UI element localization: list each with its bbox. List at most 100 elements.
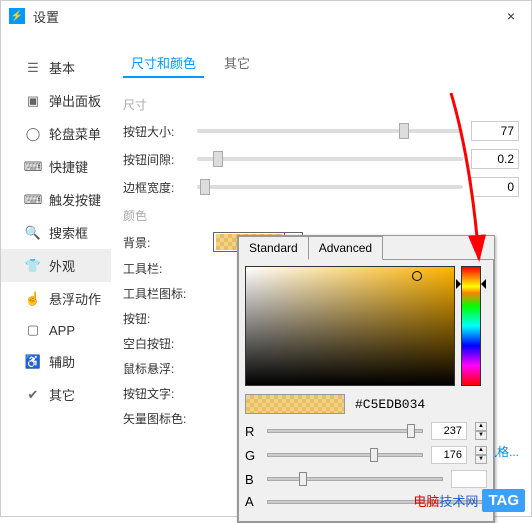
row-border-width: 边框宽度: <box>123 177 519 197</box>
color-picker-popup: Standard Advanced #C5EDB034 R ▲▼ G <box>237 235 495 523</box>
label-g: G <box>245 448 259 463</box>
label-button-size: 按钮大小: <box>123 123 189 140</box>
main-tabs: 尺寸和颜色 其它 <box>123 49 519 78</box>
hover-icon: ☝ <box>25 291 41 307</box>
sidebar-item-app[interactable]: ▢ APP <box>1 315 111 345</box>
rgb-row-r: R ▲▼ <box>245 422 487 440</box>
sidebar-item-label: 搜索框 <box>49 223 88 242</box>
tab-size-color[interactable]: 尺寸和颜色 <box>123 49 204 78</box>
section-color-title: 颜色 <box>123 207 519 224</box>
sidebar-item-basic[interactable]: ☰ 基本 <box>1 51 111 84</box>
row-button-gap: 按钮间隙: <box>123 149 519 169</box>
picker-body: #C5EDB034 R ▲▼ G ▲▼ B A <box>238 259 494 522</box>
search-icon: 🔍 <box>25 225 41 241</box>
slider-thumb[interactable] <box>299 472 307 486</box>
slider-button-gap[interactable] <box>197 157 463 161</box>
sidebar-item-hover[interactable]: ☝ 悬浮动作 <box>1 282 111 315</box>
watermark-tag: TAG <box>482 489 525 512</box>
basic-icon: ☰ <box>25 60 41 76</box>
sv-field[interactable] <box>245 266 455 386</box>
wheel-icon: ◯ <box>25 126 41 142</box>
picker-tabs: Standard Advanced <box>238 236 494 260</box>
sidebar-item-label: 外观 <box>49 256 75 275</box>
app-icon: ⚡ <box>9 8 25 24</box>
sidebar-item-appearance[interactable]: 👕 外观 <box>1 249 111 282</box>
window-title: 设置 <box>33 7 59 26</box>
preview-swatch <box>245 394 345 414</box>
sidebar-item-trigger[interactable]: ⌨ 触发按键 <box>1 183 111 216</box>
watermark-text: 电脑技术网 <box>413 491 478 510</box>
picker-tab-standard[interactable]: Standard <box>238 236 309 260</box>
label-b: B <box>245 472 259 487</box>
label-vector-icon: 矢量图标色: <box>123 410 213 427</box>
sidebar-item-label: 悬浮动作 <box>49 289 101 308</box>
value-button-size[interactable] <box>471 121 519 141</box>
popup-icon: ▣ <box>25 93 41 109</box>
sidebar-item-wheel[interactable]: ◯ 轮盘菜单 <box>1 117 111 150</box>
label-mouse-hover: 鼠标悬浮: <box>123 360 213 377</box>
sidebar-item-other[interactable]: ✔ 其它 <box>1 378 111 411</box>
slider-thumb[interactable] <box>399 123 409 139</box>
row-button-size: 按钮大小: <box>123 121 519 141</box>
sidebar-item-label: 其它 <box>49 385 75 404</box>
sidebar-item-assist[interactable]: ♿ 辅助 <box>1 345 111 378</box>
label-empty-button: 空白按钮: <box>123 335 213 352</box>
sidebar-item-label: 辅助 <box>49 352 75 371</box>
app-list-icon: ▢ <box>25 322 41 338</box>
value-r[interactable] <box>431 422 467 440</box>
watermark: 电脑技术网 TAG <box>413 489 525 512</box>
hue-strip[interactable] <box>461 266 481 386</box>
slider-thumb[interactable] <box>370 448 378 462</box>
slider-border-width[interactable] <box>197 185 463 189</box>
label-bg: 背景: <box>123 234 213 251</box>
appearance-icon: 👕 <box>25 258 41 274</box>
label-toolbar: 工具栏: <box>123 260 213 277</box>
value-b[interactable] <box>451 470 487 488</box>
assist-icon: ♿ <box>25 354 41 370</box>
label-toolbar-icon: 工具栏图标: <box>123 285 213 302</box>
sidebar-item-label: APP <box>49 323 75 338</box>
sidebar-item-search[interactable]: 🔍 搜索框 <box>1 216 111 249</box>
picker-tab-advanced[interactable]: Advanced <box>308 236 383 260</box>
rgb-row-b: B <box>245 470 487 488</box>
sidebar-item-label: 触发按键 <box>49 190 101 209</box>
value-button-gap[interactable] <box>471 149 519 169</box>
value-border-width[interactable] <box>471 177 519 197</box>
label-r: R <box>245 424 259 439</box>
close-button[interactable]: × <box>499 4 523 28</box>
settings-window: ⚡ 设置 × ☰ 基本 ▣ 弹出面板 ◯ 轮盘菜单 ⌨ 快捷键 ⌨ 触发按键 🔍 搜索框 👕… <box>0 0 532 517</box>
spinner-g[interactable]: ▲▼ <box>475 446 487 464</box>
tab-other[interactable]: 其它 <box>216 49 258 78</box>
label-button-text: 按钮文字: <box>123 385 213 402</box>
label-border-width: 边框宽度: <box>123 179 189 196</box>
slider-r[interactable] <box>267 429 423 433</box>
sidebar-item-label: 弹出面板 <box>49 91 101 110</box>
slider-button-size[interactable] <box>197 129 463 133</box>
label-a: A <box>245 494 259 509</box>
titlebar: ⚡ 设置 × <box>1 1 531 31</box>
sidebar-item-popup[interactable]: ▣ 弹出面板 <box>1 84 111 117</box>
hex-value: #C5EDB034 <box>355 397 425 412</box>
label-button: 按钮: <box>123 310 213 327</box>
label-button-gap: 按钮间隙: <box>123 151 189 168</box>
slider-g[interactable] <box>267 453 423 457</box>
slider-thumb[interactable] <box>213 151 223 167</box>
section-size-title: 尺寸 <box>123 96 519 113</box>
sidebar-item-label: 轮盘菜单 <box>49 124 101 143</box>
picker-preview: #C5EDB034 <box>245 394 487 414</box>
trigger-icon: ⌨ <box>25 192 41 208</box>
value-g[interactable] <box>431 446 467 464</box>
other-icon: ✔ <box>25 387 41 403</box>
sidebar-item-hotkey[interactable]: ⌨ 快捷键 <box>1 150 111 183</box>
slider-thumb[interactable] <box>407 424 415 438</box>
rgb-row-g: G ▲▼ <box>245 446 487 464</box>
sidebar-item-label: 基本 <box>49 58 75 77</box>
sidebar-item-label: 快捷键 <box>49 157 88 176</box>
keyboard-icon: ⌨ <box>25 159 41 175</box>
picker-top <box>245 266 487 386</box>
sv-cursor[interactable] <box>412 271 422 281</box>
slider-b[interactable] <box>267 477 443 481</box>
sidebar: ☰ 基本 ▣ 弹出面板 ◯ 轮盘菜单 ⌨ 快捷键 ⌨ 触发按键 🔍 搜索框 👕 外观 ☝ 悬浮动… <box>1 31 111 516</box>
slider-thumb[interactable] <box>200 179 210 195</box>
spinner-r[interactable]: ▲▼ <box>475 422 487 440</box>
